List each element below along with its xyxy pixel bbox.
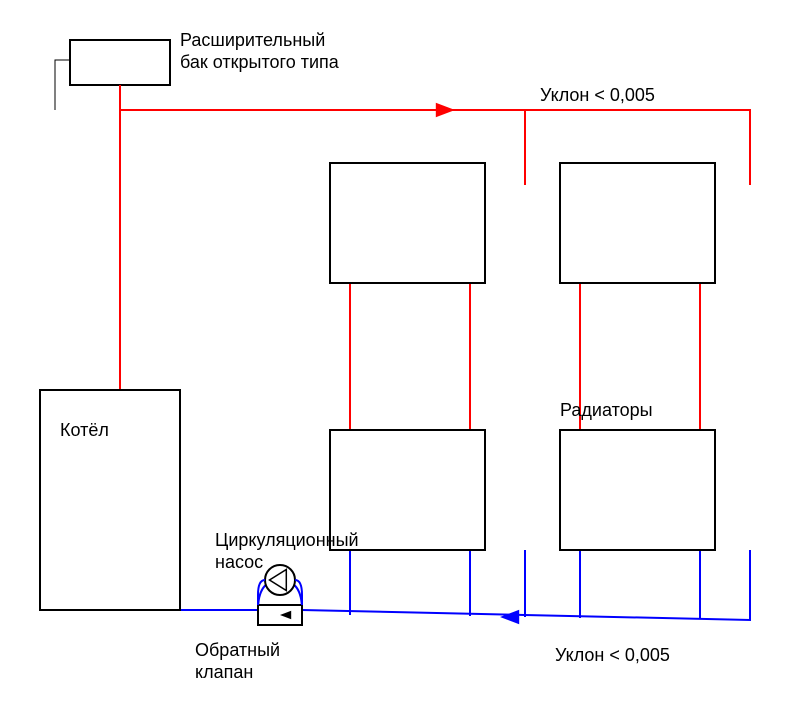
label-pump: Циркуляционный насос bbox=[215, 530, 359, 573]
label-slope-top: Уклон < 0,005 bbox=[540, 85, 655, 107]
label-expansion-tank: Расширительный бак открытого типа bbox=[180, 30, 339, 73]
label-radiators: Радиаторы bbox=[560, 400, 653, 422]
label-boiler: Котёл bbox=[60, 420, 109, 442]
label-slope-bottom: Уклон < 0,005 bbox=[555, 645, 670, 667]
heating-diagram bbox=[0, 0, 800, 715]
label-check-valve: Обратный клапан bbox=[195, 640, 280, 683]
